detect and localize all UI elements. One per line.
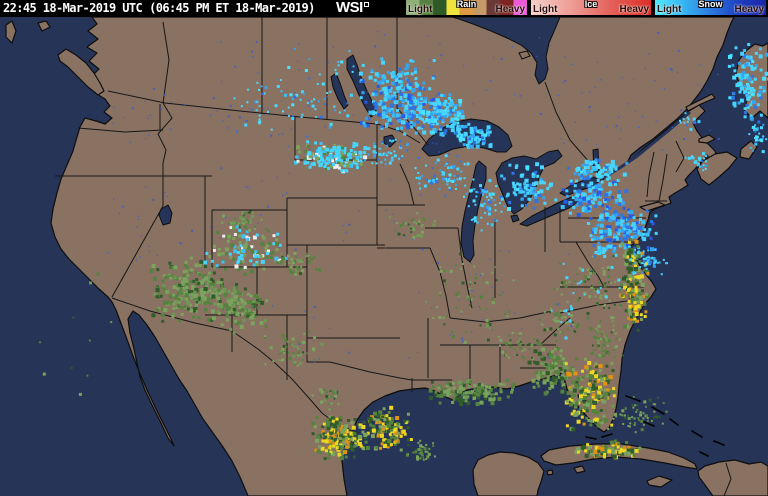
rain-legend-bar bbox=[406, 0, 527, 15]
ice-legend-bar bbox=[531, 0, 651, 15]
anticosti-island bbox=[685, 93, 716, 112]
wsi-degree-icon bbox=[363, 2, 369, 7]
ice-legend: Ice Light Heavy bbox=[531, 0, 651, 17]
cape-breton-island bbox=[739, 140, 758, 160]
lake-st-clair bbox=[510, 214, 520, 223]
haida-gwaii-island bbox=[5, 20, 17, 44]
snow-light-label: Light bbox=[657, 4, 682, 15]
rain-legend: Rain Light Heavy bbox=[406, 0, 527, 17]
bahamas-and-keys bbox=[585, 395, 725, 457]
st-lawrence-river bbox=[599, 110, 691, 182]
james-bay bbox=[451, 17, 561, 85]
cozumel-island bbox=[546, 469, 554, 476]
timestamp-local: (06:45 PM ET 18-Mar-2019) bbox=[149, 1, 315, 15]
wsi-logo: WSI bbox=[336, 0, 369, 17]
snow-legend-bar bbox=[655, 0, 766, 15]
bc-island bbox=[37, 20, 51, 32]
legend-strip: Rain Light Heavy Ice Light Heavy Snow Li… bbox=[406, 0, 766, 17]
snow-legend-title: Snow bbox=[698, 0, 723, 9]
long-island bbox=[639, 201, 666, 212]
snow-heavy-label: Heavy bbox=[734, 4, 764, 15]
precipitation-layer bbox=[39, 43, 768, 461]
radar-map bbox=[0, 17, 768, 496]
prince-edward-island bbox=[698, 134, 716, 144]
isla-juventud bbox=[573, 465, 586, 474]
timestamp: 22:45 18-Mar-2019 UTC (06:45 PM ET 18-Mar… bbox=[3, 0, 315, 17]
snow-legend: Snow Light Heavy bbox=[655, 0, 766, 17]
great-salt-lake bbox=[158, 204, 173, 226]
wsi-logo-text: WSI bbox=[336, 0, 363, 16]
hispaniola-island bbox=[697, 459, 768, 496]
small-lakes-rivers bbox=[107, 31, 720, 363]
yucatan-peninsula bbox=[472, 451, 545, 496]
rain-legend-title: Rain bbox=[456, 0, 477, 9]
james-bay-island bbox=[518, 50, 531, 60]
rain-heavy-label: Heavy bbox=[495, 4, 525, 15]
rain-light-label: Light bbox=[408, 4, 433, 15]
nova-scotia bbox=[696, 151, 738, 186]
ice-light-label: Light bbox=[533, 4, 558, 15]
vancouver-island bbox=[57, 48, 105, 96]
timestamp-utc: 22:45 18-Mar-2019 UTC bbox=[3, 1, 143, 15]
jamaica-island bbox=[646, 475, 673, 488]
header-bar: 22:45 18-Mar-2019 UTC (06:45 PM ET 18-Mar… bbox=[0, 0, 768, 17]
ice-legend-title: Ice bbox=[584, 0, 598, 9]
ice-heavy-label: Heavy bbox=[619, 4, 649, 15]
lake-winnipegosis bbox=[330, 72, 349, 110]
